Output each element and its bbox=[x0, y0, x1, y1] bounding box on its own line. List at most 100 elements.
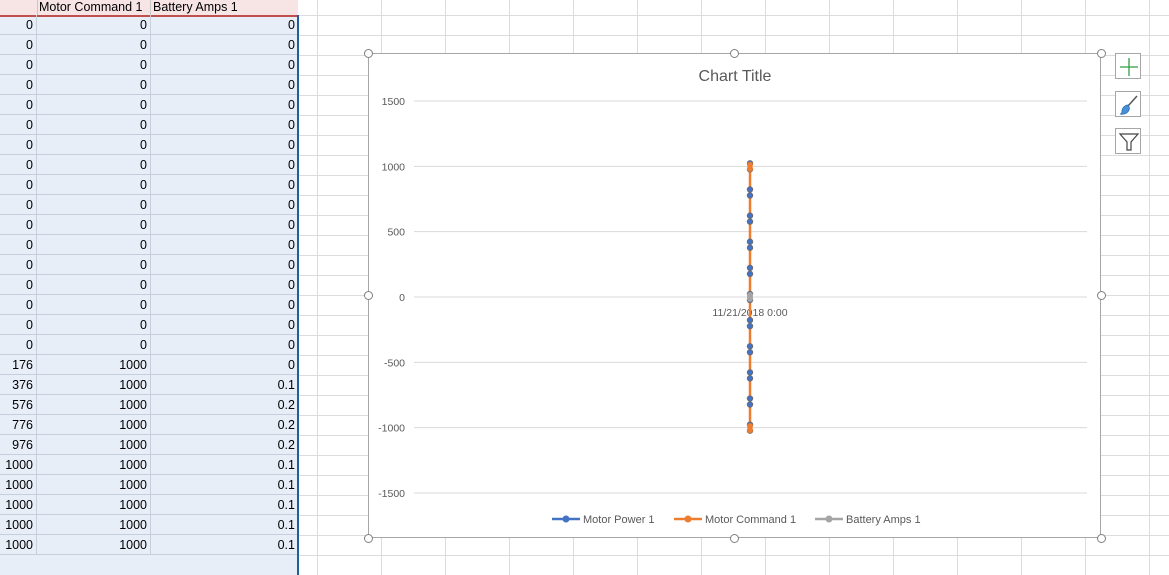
table-cell[interactable]: 1000 bbox=[37, 355, 151, 375]
table-cell[interactable]: 0 bbox=[0, 135, 37, 155]
table-cell[interactable]: 0.1 bbox=[277, 538, 295, 552]
table-cell[interactable]: 0 bbox=[0, 155, 37, 175]
data-point-motor-power[interactable] bbox=[746, 270, 754, 278]
data-point-motor-power[interactable] bbox=[746, 186, 754, 193]
table-cell[interactable]: 0 bbox=[288, 298, 295, 312]
table-cell[interactable]: 0 bbox=[37, 215, 151, 235]
table-cell[interactable]: 0.2 bbox=[277, 418, 295, 432]
table-cell[interactable]: 0 bbox=[37, 35, 151, 55]
table-cell[interactable]: 0 bbox=[288, 98, 295, 112]
table-cell[interactable]: 0 bbox=[0, 255, 37, 275]
legend-entry[interactable]: Motor Power 1 bbox=[583, 514, 655, 526]
table-cell[interactable]: 0.1 bbox=[277, 478, 295, 492]
table-cell[interactable]: 0 bbox=[37, 175, 151, 195]
table-cell[interactable]: 0 bbox=[37, 55, 151, 75]
table-cell[interactable]: 0 bbox=[37, 75, 151, 95]
table-cell[interactable]: 0 bbox=[0, 175, 37, 195]
table-cell[interactable]: 976 bbox=[0, 435, 37, 455]
table-cell[interactable]: 0 bbox=[0, 235, 37, 255]
resize-handle-bottom-right[interactable] bbox=[1097, 534, 1106, 543]
data-point-motor-power[interactable] bbox=[746, 244, 754, 251]
table-row[interactable]: 176 1000 0 bbox=[0, 355, 298, 375]
table-cell[interactable]: 1000 bbox=[0, 495, 37, 515]
legend-entry[interactable]: Motor Command 1 bbox=[705, 514, 796, 526]
table-cell[interactable]: 0 bbox=[37, 295, 151, 315]
chart-elements-button[interactable] bbox=[1115, 53, 1141, 79]
table-row[interactable]: 976 1000 0.2 bbox=[0, 435, 298, 455]
selected-data-range[interactable] bbox=[0, 0, 298, 575]
chart-title[interactable]: Chart Title bbox=[699, 68, 772, 85]
table-cell[interactable]: 1000 bbox=[0, 535, 37, 555]
table-cell[interactable]: 0 bbox=[37, 335, 151, 355]
table-cell[interactable]: 0 bbox=[288, 138, 295, 152]
table-cell[interactable]: 0 bbox=[288, 38, 295, 52]
table-cell[interactable]: 0 bbox=[0, 115, 37, 135]
table-cell[interactable]: 376 bbox=[0, 375, 37, 395]
column-header-battery-amps[interactable]: Battery Amps 1 bbox=[153, 0, 238, 14]
data-point-motor-command[interactable] bbox=[747, 427, 753, 434]
data-point-motor-power[interactable] bbox=[746, 322, 754, 330]
table-row[interactable]: 1000 1000 0.1 bbox=[0, 515, 298, 535]
table-row[interactable]: 1000 1000 0.1 bbox=[0, 495, 298, 515]
table-cell[interactable]: 0.1 bbox=[277, 498, 295, 512]
table-cell[interactable]: 0 bbox=[288, 118, 295, 132]
table-cell[interactable]: 0 bbox=[37, 135, 151, 155]
table-cell[interactable]: 0.1 bbox=[277, 518, 295, 532]
table-cell[interactable]: 0 bbox=[0, 75, 37, 95]
table-cell[interactable]: 0 bbox=[37, 275, 151, 295]
table-cell[interactable]: 0 bbox=[37, 235, 151, 255]
table-cell[interactable]: 0 bbox=[288, 258, 295, 272]
chart-area[interactable]: Chart Title 1500 1000 500 0 -500 -1000 -1500 11/… bbox=[368, 53, 1101, 538]
column-header-a[interactable] bbox=[0, 0, 38, 15]
table-cell[interactable]: 0 bbox=[37, 155, 151, 175]
table-cell[interactable]: 0 bbox=[288, 158, 295, 172]
table-cell[interactable]: 0 bbox=[288, 18, 295, 32]
table-cell[interactable]: 1000 bbox=[37, 395, 151, 415]
resize-handle-top-left[interactable] bbox=[364, 49, 373, 58]
table-cell[interactable]: 0 bbox=[0, 275, 37, 295]
table-cell[interactable]: 1000 bbox=[37, 375, 151, 395]
table-row[interactable]: 1000 1000 0.1 bbox=[0, 455, 298, 475]
data-point-motor-power[interactable] bbox=[746, 218, 754, 225]
data-point-battery-amps[interactable] bbox=[747, 294, 753, 300]
table-row[interactable]: 576 1000 0.2 bbox=[0, 395, 298, 415]
resize-handle-top-right[interactable] bbox=[1097, 49, 1106, 58]
table-row[interactable]: 1000 1000 0.1 bbox=[0, 535, 298, 555]
resize-handle-top[interactable] bbox=[730, 49, 739, 58]
table-cell[interactable]: 0 bbox=[37, 115, 151, 135]
data-point-motor-power[interactable] bbox=[746, 395, 754, 402]
resize-handle-left[interactable] bbox=[364, 291, 373, 300]
data-point-motor-power[interactable] bbox=[746, 192, 754, 199]
data-point-motor-power[interactable] bbox=[746, 238, 754, 245]
table-cell[interactable]: 0 bbox=[288, 218, 295, 232]
resize-handle-bottom[interactable] bbox=[730, 534, 739, 543]
table-cell[interactable]: 0.1 bbox=[277, 458, 295, 472]
data-point-motor-power[interactable] bbox=[746, 343, 754, 350]
table-cell[interactable]: 0.2 bbox=[277, 398, 295, 412]
table-cell[interactable]: 1000 bbox=[37, 515, 151, 535]
table-cell[interactable]: 0 bbox=[0, 15, 37, 35]
table-cell[interactable]: 0.2 bbox=[277, 438, 295, 452]
table-cell[interactable]: 0 bbox=[37, 255, 151, 275]
resize-handle-bottom-left[interactable] bbox=[364, 534, 373, 543]
table-cell[interactable]: 0 bbox=[0, 55, 37, 75]
data-point-motor-power[interactable] bbox=[746, 375, 754, 382]
table-cell[interactable]: 0 bbox=[37, 15, 151, 35]
table-cell[interactable]: 0 bbox=[0, 215, 37, 235]
table-cell[interactable]: 1000 bbox=[0, 475, 37, 495]
data-point-motor-power[interactable] bbox=[746, 401, 754, 408]
